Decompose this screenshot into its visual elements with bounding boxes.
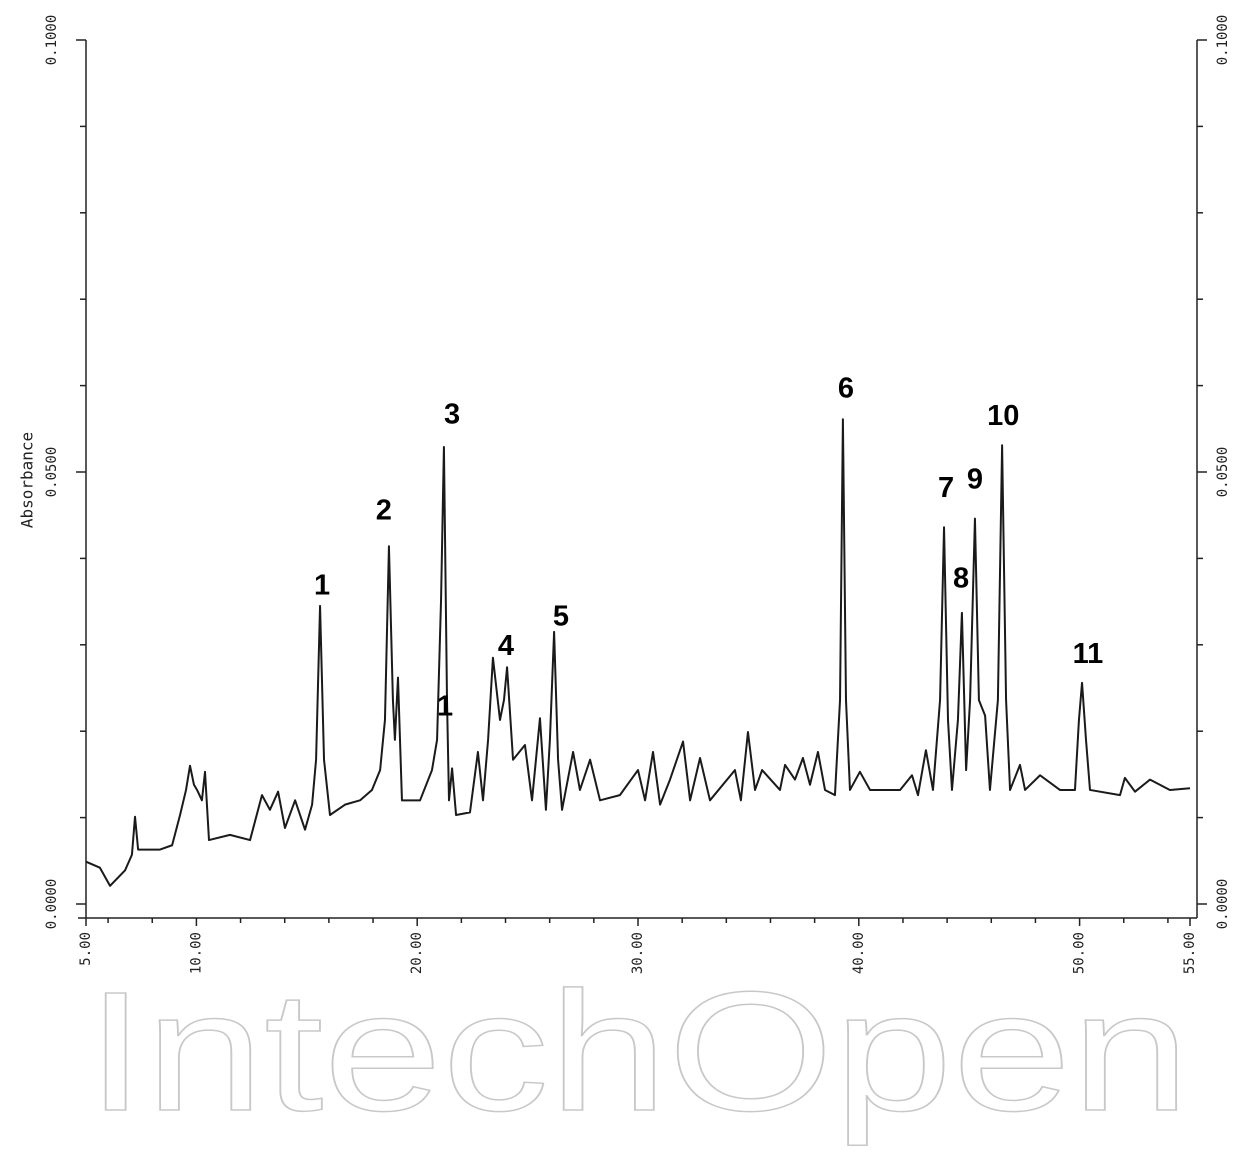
y2-tick-label: 0.1000 xyxy=(1215,15,1231,66)
peak-label: 9 xyxy=(967,463,983,495)
x-tick-label: 30.00 xyxy=(630,932,646,974)
y-tick-label: 0.0000 xyxy=(44,879,60,930)
x-tick-label: 50.00 xyxy=(1072,932,1088,974)
y2-tick-label: 0.0500 xyxy=(1215,447,1231,498)
peak-label: 1 xyxy=(314,570,330,602)
peak-label: 6 xyxy=(838,373,854,405)
peak-label: 7 xyxy=(938,472,954,504)
peak-label: 3 xyxy=(444,398,460,430)
y-tick-label: 0.0500 xyxy=(44,447,60,498)
peak-label: 1 xyxy=(437,691,453,723)
y2-tick-label: 0.0000 xyxy=(1215,879,1231,930)
peak-label: 2 xyxy=(376,494,392,526)
x-tick-label: 10.00 xyxy=(188,932,204,974)
peak-label: 11 xyxy=(1073,638,1104,670)
peak-label: 8 xyxy=(953,563,969,595)
y-axis-label: Absorbance xyxy=(18,432,37,528)
watermark: IntechOpen xyxy=(86,957,1190,1147)
x-tick-label: 40.00 xyxy=(851,932,867,974)
x-tick-label: 5.00 xyxy=(78,932,94,966)
peak-label: 5 xyxy=(553,601,569,633)
chromatogram-trace xyxy=(85,418,1191,887)
peak-label: 4 xyxy=(498,630,514,662)
x-tick-label: 55.00 xyxy=(1182,932,1198,974)
y-tick-label: 0.1000 xyxy=(44,15,60,66)
x-tick-label: 20.00 xyxy=(409,932,425,974)
peak-label: 10 xyxy=(987,400,1019,432)
